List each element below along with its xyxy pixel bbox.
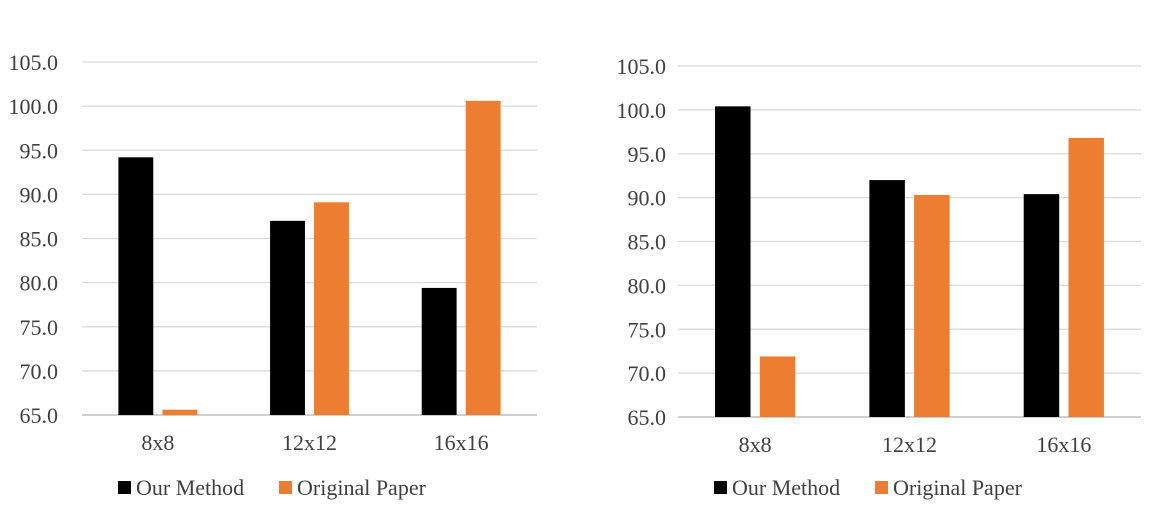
- legend-swatch: [875, 481, 888, 494]
- legend-label: Our Method: [136, 475, 244, 500]
- y-tick-label: 90.0: [20, 182, 59, 207]
- legend-swatch: [118, 481, 131, 494]
- y-tick-label: 70.0: [628, 361, 667, 386]
- y-tick-label: 105.0: [9, 50, 59, 75]
- bar-our-method-12x12: [270, 220, 305, 415]
- y-tick-label: 70.0: [20, 359, 59, 384]
- x-category-label: 16x16: [1036, 432, 1091, 457]
- y-tick-label: 105.0: [617, 54, 667, 79]
- y-tick-label: 75.0: [20, 315, 59, 340]
- bar-original-paper-12x12: [314, 202, 349, 415]
- bar-original-paper-8x8: [759, 356, 796, 417]
- x-category-label: 8x8: [739, 432, 772, 457]
- y-tick-label: 95.0: [628, 142, 667, 167]
- bar-original-paper-16x16: [465, 100, 501, 415]
- legend-label: Original Paper: [893, 475, 1023, 500]
- x-category-label: 12x12: [882, 432, 937, 457]
- y-tick-label: 75.0: [628, 317, 667, 342]
- chart-left: 65.0 70.0 75.0 80.0 85.0 90.0 95.0 100.0 105.0 8x…: [9, 50, 537, 500]
- y-tick-label: 100.0: [617, 98, 667, 123]
- bar-original-paper-8x8: [162, 409, 198, 415]
- bar-our-method-16x16: [1023, 194, 1060, 417]
- x-category-label: 12x12: [282, 430, 337, 455]
- chart-right: 65.0 70.0 75.0 80.0 85.0 90.0 95.0 100.0 105.0 8x…: [617, 54, 1141, 500]
- y-tick-label: 80.0: [628, 273, 667, 298]
- x-category-label: 16x16: [434, 430, 489, 455]
- bar-our-method-8x8: [715, 106, 751, 418]
- legend-swatch: [714, 481, 727, 494]
- bar-our-method-8x8: [118, 157, 154, 415]
- bar-original-paper-16x16: [1068, 137, 1104, 417]
- legend-swatch: [279, 481, 292, 494]
- bar-our-method-12x12: [869, 180, 905, 417]
- bar-our-method-16x16: [421, 287, 457, 415]
- y-tick-label: 65.0: [628, 405, 667, 430]
- legend-label: Our Method: [732, 475, 840, 500]
- legend-label: Original Paper: [297, 475, 427, 500]
- bar-original-paper-12x12: [914, 194, 950, 417]
- y-tick-label: 85.0: [20, 227, 59, 252]
- y-tick-label: 85.0: [628, 230, 667, 255]
- y-tick-label: 95.0: [20, 138, 59, 163]
- y-tick-label: 100.0: [9, 94, 59, 119]
- y-tick-label: 80.0: [20, 271, 59, 296]
- y-tick-label: 65.0: [20, 403, 59, 428]
- x-category-label: 8x8: [141, 430, 174, 455]
- y-tick-label: 90.0: [628, 186, 667, 211]
